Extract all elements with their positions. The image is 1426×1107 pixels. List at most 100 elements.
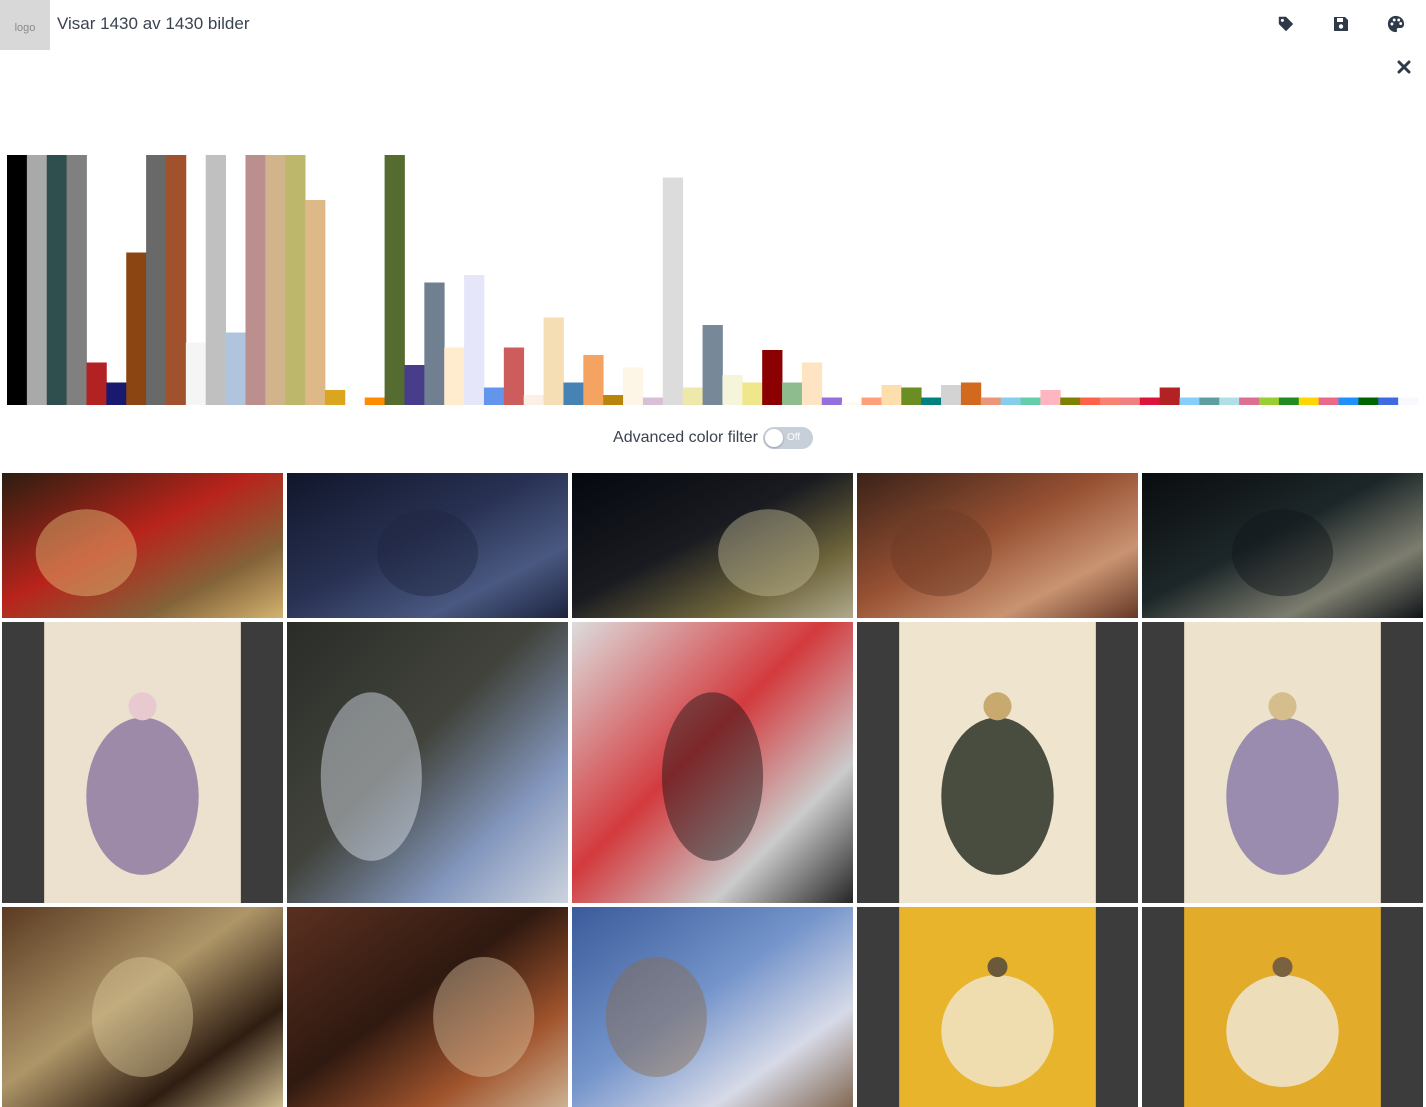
histogram-bar[interactable] [483, 387, 505, 406]
histogram-bar[interactable] [1318, 397, 1339, 406]
histogram-bar[interactable] [563, 382, 584, 406]
histogram-bar[interactable] [1298, 397, 1320, 406]
histogram-bar[interactable] [1398, 397, 1419, 406]
histogram-bar[interactable] [603, 395, 624, 405]
image-thumbnail [572, 907, 853, 1107]
histogram-bar[interactable] [444, 347, 465, 406]
histogram-bar[interactable] [921, 397, 942, 406]
carved-figures-photo[interactable] [857, 473, 1138, 618]
image-thumbnail [287, 473, 568, 618]
histogram-bar[interactable] [742, 382, 763, 406]
histogram-bar[interactable] [305, 200, 326, 405]
costume-sketch-yellow-1[interactable] [857, 907, 1138, 1107]
histogram-bar[interactable] [1199, 397, 1220, 406]
histogram-bar[interactable] [642, 397, 664, 406]
histogram-bar[interactable] [1159, 387, 1180, 406]
histogram-bar[interactable] [801, 362, 823, 406]
histogram-bar[interactable] [881, 385, 902, 405]
histogram-bar[interactable] [702, 325, 723, 405]
result-count: Visar 1430 av 1430 bilder [57, 14, 250, 33]
fashion-plate-gentleman[interactable] [857, 622, 1138, 903]
histogram-bar[interactable] [245, 155, 266, 405]
histogram-bar[interactable] [7, 155, 28, 405]
palette-icon[interactable] [1385, 13, 1407, 35]
histogram-bar[interactable] [1358, 397, 1379, 406]
histogram-bar[interactable] [782, 382, 803, 406]
histogram-bar[interactable] [324, 390, 346, 405]
histogram-bar[interactable] [583, 355, 604, 405]
histogram-bar[interactable] [980, 397, 1002, 406]
color-histogram [7, 155, 1419, 406]
advanced-filter-toggle[interactable]: Off [762, 427, 813, 449]
histogram-bar[interactable] [106, 382, 127, 406]
histogram-bar[interactable] [1020, 397, 1041, 406]
dark-rocks-photo[interactable] [287, 473, 568, 618]
image-thumbnail [857, 622, 1138, 903]
costume-sketch-yellow-2[interactable] [1142, 907, 1423, 1107]
fashion-plate-ladies[interactable] [1142, 622, 1423, 903]
histogram-bar[interactable] [1378, 397, 1399, 406]
histogram-bar[interactable] [682, 387, 703, 406]
dancers-grass-skirts-photo[interactable] [2, 907, 283, 1107]
histogram-bar[interactable] [146, 155, 167, 405]
histogram-bar[interactable] [1080, 397, 1101, 406]
histogram-bar[interactable] [960, 382, 982, 406]
histogram-bar[interactable] [1239, 397, 1260, 406]
histogram-bar[interactable] [265, 155, 286, 405]
histogram-bar[interactable] [722, 375, 743, 405]
histogram-bar[interactable] [46, 155, 68, 405]
histogram-bar[interactable] [464, 275, 485, 405]
histogram-bar[interactable] [1000, 397, 1021, 406]
tag-icon[interactable] [1275, 13, 1297, 35]
histogram-bar[interactable] [1139, 397, 1161, 406]
histogram-bar[interactable] [285, 155, 306, 405]
histogram-bar[interactable] [523, 395, 544, 405]
histogram-bar[interactable] [364, 397, 385, 406]
top-bar: logo Visar 1430 av 1430 bilder [0, 0, 1426, 50]
histogram-bar[interactable] [1179, 397, 1200, 406]
histogram-bar[interactable] [861, 397, 882, 406]
carved-pole-sky-photo[interactable] [287, 622, 568, 903]
histogram-bar[interactable] [503, 347, 525, 406]
histogram-bar[interactable] [623, 367, 644, 406]
histogram-bar[interactable] [225, 332, 246, 406]
histogram-bar[interactable] [821, 397, 843, 406]
histogram-bar[interactable] [86, 362, 107, 406]
histogram-bar[interactable] [1040, 390, 1061, 405]
image-thumbnail [2, 622, 283, 903]
histogram-bar[interactable] [941, 385, 962, 405]
histogram-bar[interactable] [66, 155, 87, 405]
fashion-plate-gowns[interactable] [2, 622, 283, 903]
histogram-bar[interactable] [1278, 397, 1300, 406]
hands-carved-object-photo[interactable] [287, 907, 568, 1107]
close-icon[interactable] [1393, 56, 1415, 78]
histogram-bar[interactable] [1338, 397, 1359, 406]
histogram-bar[interactable] [1100, 397, 1121, 406]
histogram-bar[interactable] [901, 387, 922, 406]
ship-deck-nuns-photo[interactable] [572, 907, 853, 1107]
histogram-bar[interactable] [762, 350, 783, 405]
histogram-bar[interactable] [1259, 397, 1280, 406]
histogram-bar[interactable] [543, 317, 564, 406]
histogram-bar[interactable] [841, 402, 862, 406]
histogram-bar[interactable] [205, 155, 226, 405]
image-thumbnail [287, 622, 568, 903]
save-icon[interactable] [1330, 13, 1352, 35]
histogram-bar[interactable] [26, 155, 48, 405]
dark-tree-silhouette-photo[interactable] [1142, 473, 1423, 618]
histogram-bar[interactable] [384, 155, 405, 405]
histogram-bar[interactable] [1119, 397, 1141, 406]
image-thumbnail [857, 907, 1138, 1107]
histogram-bar[interactable] [126, 252, 147, 406]
histogram-bar[interactable] [165, 155, 187, 405]
histogram-bar[interactable] [1060, 397, 1081, 406]
cuprinol-paint-can[interactable] [572, 622, 853, 903]
histogram-bar[interactable] [424, 282, 445, 406]
dark-mask-photo[interactable] [572, 473, 853, 618]
histogram-bar[interactable] [185, 342, 207, 406]
logo[interactable]: logo [0, 0, 50, 50]
temple-street-photo[interactable] [2, 473, 283, 618]
histogram-bar[interactable] [1219, 397, 1240, 406]
histogram-bar[interactable] [662, 177, 684, 406]
histogram-bar[interactable] [404, 365, 425, 405]
